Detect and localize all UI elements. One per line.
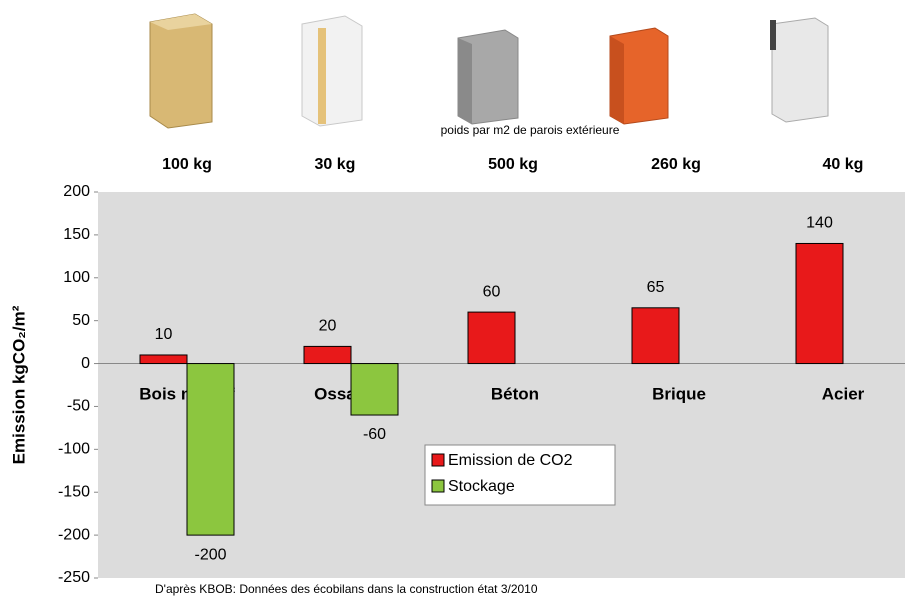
bar xyxy=(795,242,844,365)
y-axis-title: Emission kgCO₂/m² xyxy=(9,305,28,464)
category-label: Béton xyxy=(491,384,539,403)
legend-swatch xyxy=(431,453,445,467)
material-images xyxy=(149,13,829,129)
data-label: 140 xyxy=(806,215,833,232)
bar xyxy=(350,363,399,416)
category-label: Brique xyxy=(652,384,706,403)
data-label: -60 xyxy=(363,426,386,443)
data-label: 60 xyxy=(483,283,501,300)
y-tick-label: 200 xyxy=(63,183,90,200)
y-tick-label: -50 xyxy=(67,398,90,415)
y-tick-label: 0 xyxy=(81,355,90,372)
legend-label: Stockage xyxy=(448,478,515,495)
bar xyxy=(139,354,188,365)
data-label: 65 xyxy=(647,279,665,296)
weight-label: 30 kg xyxy=(315,156,356,173)
y-tick-label: -150 xyxy=(58,483,90,500)
legend: Emission de CO2 Stockage xyxy=(424,444,616,506)
weight-label: 100 kg xyxy=(162,156,212,173)
y-tick-label: 50 xyxy=(72,312,90,329)
category-label: Acier xyxy=(822,384,865,403)
y-tick-label: 100 xyxy=(63,269,90,286)
weight-label: 260 kg xyxy=(651,156,701,173)
y-tick-label: 150 xyxy=(63,226,90,243)
bar xyxy=(303,345,352,365)
legend-label: Emission de CO2 xyxy=(448,452,573,469)
bar xyxy=(186,363,235,536)
weight-label: 40 kg xyxy=(823,156,864,173)
legend-swatch xyxy=(431,479,445,493)
weight-label: 500 kg xyxy=(488,156,538,173)
data-label: -200 xyxy=(194,546,226,563)
y-tick-label: -250 xyxy=(58,569,90,586)
data-label: 20 xyxy=(319,318,337,335)
y-tick-label: -100 xyxy=(58,441,90,458)
y-tick-label: -200 xyxy=(58,526,90,543)
caption: poids par m2 de parois extérieure xyxy=(441,123,620,137)
bar xyxy=(467,311,516,365)
source-note: D'après KBOB: Données des écobilans dans… xyxy=(155,582,538,596)
legend-box xyxy=(424,444,616,506)
bar xyxy=(631,307,680,365)
data-label: 10 xyxy=(155,326,173,343)
